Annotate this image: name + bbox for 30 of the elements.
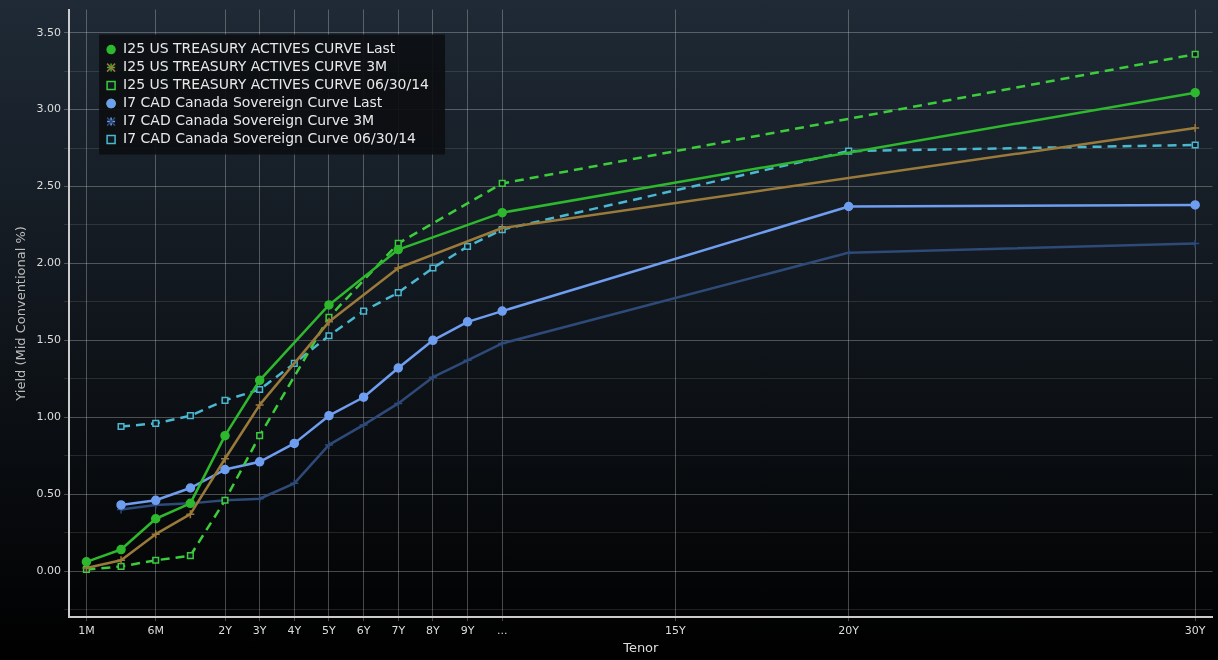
x-tick-label: 20Y: [838, 623, 860, 637]
legend-label: I7 CAD Canada Sovereign Curve 3M: [123, 112, 375, 129]
x-tick-label: 2Y: [218, 623, 233, 637]
x-tick-label: 15Y: [665, 623, 687, 637]
y-tick-label: 1.50: [36, 333, 62, 347]
legend-label: I25 US TREASURY ACTIVES CURVE 06/30/14: [123, 76, 430, 93]
x-tick-label: 5Y: [322, 623, 337, 637]
y-tick-label: 3.50: [36, 25, 62, 39]
x-tick-label: 1M: [78, 623, 95, 637]
x-tick-label: 4Y: [287, 623, 302, 637]
x-axis-title: Tenor: [622, 639, 660, 655]
x-tick-label: 8Y: [426, 623, 441, 637]
y-tick-label: 1.00: [36, 410, 62, 424]
x-tick-label: ...: [496, 623, 508, 637]
legend-label: I25 US TREASURY ACTIVES CURVE 3M: [123, 58, 388, 75]
legend-label: I25 US TREASURY ACTIVES CURVE Last: [123, 40, 396, 57]
y-tick-label: 2.00: [36, 256, 62, 270]
y-tick-label: 0.50: [36, 487, 62, 500]
x-tick-label: 30Y: [1184, 623, 1206, 637]
y-tick-label: 3.00: [36, 102, 62, 116]
y-tick-label: 0.00: [36, 563, 62, 577]
y-tick-label: 2.50: [36, 179, 62, 193]
x-tick-label: 7Y: [391, 623, 406, 637]
x-tick-label: 3Y: [252, 623, 267, 637]
x-tick-label: 6M: [147, 623, 164, 637]
y-axis-title: Yield (Mid Conventional %): [13, 226, 29, 402]
x-tick-label: 9Y: [460, 623, 475, 637]
legend-label: I7 CAD Canada Sovereign Curve Last: [123, 94, 383, 111]
legend-label: I7 CAD Canada Sovereign Curve 06/30/14: [123, 130, 417, 147]
x-tick-label: 6Y: [356, 623, 371, 637]
